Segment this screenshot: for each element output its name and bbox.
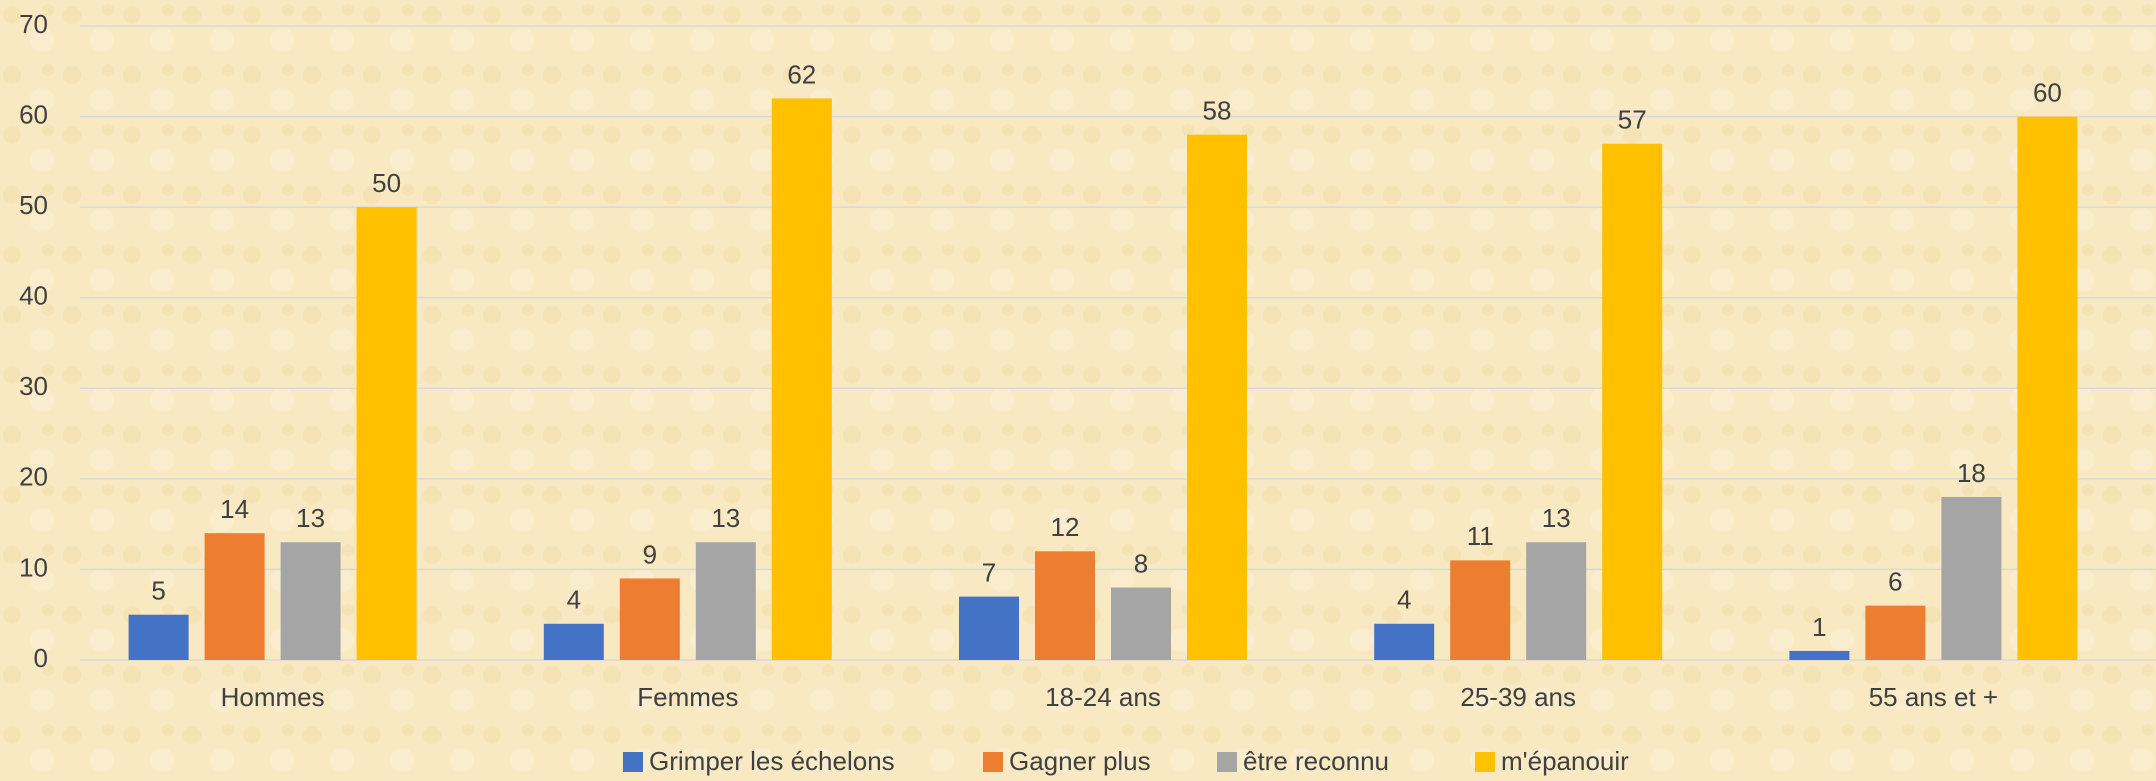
bar (2017, 116, 2078, 661)
bar (543, 623, 604, 660)
bar (619, 578, 680, 660)
bar (959, 596, 1019, 660)
data-label: 57 (1618, 105, 1647, 135)
data-label: 9 (643, 539, 657, 569)
legend-label: être reconnu (1243, 746, 1389, 776)
bar (1035, 551, 1095, 660)
x-tick-label: Hommes (221, 682, 325, 712)
y-tick-label: 30 (19, 371, 48, 401)
data-label: 62 (787, 59, 816, 89)
x-tick-label: Femmes (637, 682, 738, 712)
data-label: 6 (1888, 567, 1902, 597)
x-tick-label: 18-24 ans (1045, 682, 1161, 712)
bar (1187, 134, 1247, 660)
legend-swatch (1217, 752, 1237, 772)
data-label: 4 (567, 585, 581, 615)
data-label: 13 (296, 503, 325, 533)
data-label: 13 (711, 503, 740, 533)
data-label: 12 (1051, 512, 1080, 542)
bar (1602, 143, 1663, 660)
data-label: 8 (1134, 548, 1148, 578)
bar (204, 533, 265, 660)
bar (1374, 623, 1435, 660)
y-tick-label: 70 (19, 9, 48, 39)
bar (1865, 605, 1926, 660)
data-label: 13 (1542, 503, 1571, 533)
data-label: 50 (372, 168, 401, 198)
bar (356, 207, 417, 660)
data-label: 1 (1812, 612, 1826, 642)
data-label: 18 (1957, 458, 1986, 488)
data-label: 60 (2033, 77, 2062, 107)
bar (1941, 496, 2002, 660)
bar (1789, 650, 1850, 660)
data-label: 7 (982, 557, 996, 587)
data-label: 11 (1467, 521, 1494, 551)
legend-label: Gagner plus (1009, 746, 1151, 776)
y-tick-label: 20 (19, 462, 48, 492)
bar (128, 614, 189, 660)
y-tick-label: 60 (19, 99, 48, 129)
bar (1450, 560, 1511, 660)
data-label: 4 (1397, 585, 1411, 615)
legend-label: m'épanouir (1501, 746, 1629, 776)
bar (280, 542, 341, 660)
bar (771, 98, 832, 660)
x-tick-label: 55 ans et + (1869, 682, 1998, 712)
legend-swatch (1475, 752, 1495, 772)
bar (1526, 542, 1587, 660)
y-tick-label: 10 (19, 552, 48, 582)
data-label: 58 (1203, 96, 1232, 126)
legend-swatch (623, 752, 643, 772)
data-label: 5 (151, 576, 165, 606)
bar (695, 542, 756, 660)
y-tick-label: 0 (34, 643, 48, 673)
data-label: 14 (220, 494, 249, 524)
y-tick-label: 50 (19, 190, 48, 220)
x-tick-label: 25-39 ans (1460, 682, 1576, 712)
legend-label: Grimper les échelons (649, 746, 895, 776)
y-tick-label: 40 (19, 281, 48, 311)
legend-swatch (983, 752, 1003, 772)
bar (1111, 587, 1171, 660)
